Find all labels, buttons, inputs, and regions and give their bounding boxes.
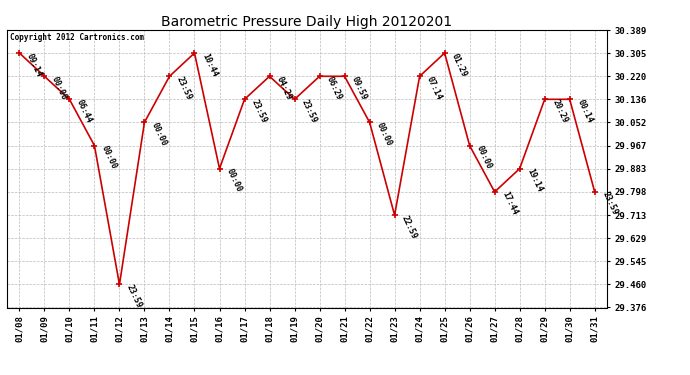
Text: 17:44: 17:44: [500, 190, 519, 217]
Text: 10:44: 10:44: [200, 52, 219, 78]
Text: 09:14: 09:14: [25, 52, 43, 78]
Text: 00:00: 00:00: [375, 121, 394, 147]
Text: 00:14: 00:14: [575, 98, 594, 124]
Text: 00:00: 00:00: [475, 144, 494, 171]
Text: Copyright 2012 Cartronics.com: Copyright 2012 Cartronics.com: [10, 33, 144, 42]
Text: 04:29: 04:29: [275, 75, 294, 101]
Text: 22:59: 22:59: [400, 214, 419, 240]
Text: 23:59: 23:59: [300, 98, 319, 124]
Text: 23:59: 23:59: [175, 75, 194, 101]
Text: 09:59: 09:59: [350, 75, 369, 101]
Text: 00:00: 00:00: [225, 167, 244, 194]
Text: 00:00: 00:00: [50, 75, 69, 101]
Text: 23:59: 23:59: [125, 283, 144, 309]
Text: 01:29: 01:29: [450, 52, 469, 78]
Text: 06:29: 06:29: [325, 75, 344, 101]
Text: 23:59: 23:59: [250, 98, 269, 124]
Text: 19:14: 19:14: [525, 167, 544, 194]
Text: 06:44: 06:44: [75, 98, 94, 124]
Title: Barometric Pressure Daily High 20120201: Barometric Pressure Daily High 20120201: [161, 15, 453, 29]
Text: 07:14: 07:14: [425, 75, 444, 101]
Text: 00:00: 00:00: [150, 121, 169, 147]
Text: 23:59: 23:59: [600, 190, 619, 217]
Text: 20:29: 20:29: [550, 98, 569, 124]
Text: 00:00: 00:00: [100, 144, 119, 171]
